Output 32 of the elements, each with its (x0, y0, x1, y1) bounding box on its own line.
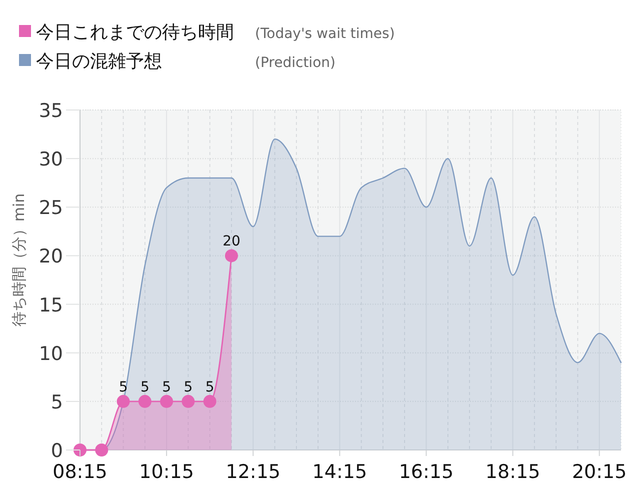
x-tick-label: 12:15 (226, 461, 281, 483)
x-tick-label: 08:15 (52, 461, 108, 483)
data-label: 20 (222, 234, 240, 250)
data-label: 5 (184, 379, 193, 396)
x-tick-label: 18:15 (485, 461, 540, 483)
y-tick-label: 0 (50, 440, 63, 462)
text: 今日の混雑予想 (Prediction) (36, 51, 336, 72)
x-tick-label: 20:15 (572, 461, 627, 483)
y-tick-label: 15 (38, 294, 63, 316)
point (138, 394, 152, 408)
point (203, 394, 216, 408)
y-axis-title: 待ち時間（分）min (10, 193, 28, 327)
legend-label: 今日これまでの待ち時間 (Today's wait times) (36, 22, 395, 43)
point (182, 394, 195, 408)
x-tick-label: 10:15 (139, 461, 194, 483)
point (160, 394, 174, 408)
data-label: 5 (118, 379, 128, 396)
y-tick-label: 5 (50, 391, 63, 414)
y-tick-label: 30 (38, 148, 63, 171)
data-label: 5 (162, 379, 172, 396)
y-tick-label: 25 (38, 197, 63, 220)
y-tick-label: 20 (38, 246, 63, 268)
point (74, 444, 86, 456)
point (95, 444, 108, 456)
x-tick-label: 14:15 (312, 461, 368, 483)
y-tick-label: 10 (38, 342, 63, 365)
data-label: 5 (205, 379, 214, 396)
y-tick-label: 35 (38, 100, 63, 122)
point (116, 394, 130, 408)
point (224, 249, 238, 262)
x-tick-label: 16:15 (398, 461, 454, 483)
data-label: 5 (140, 379, 150, 396)
